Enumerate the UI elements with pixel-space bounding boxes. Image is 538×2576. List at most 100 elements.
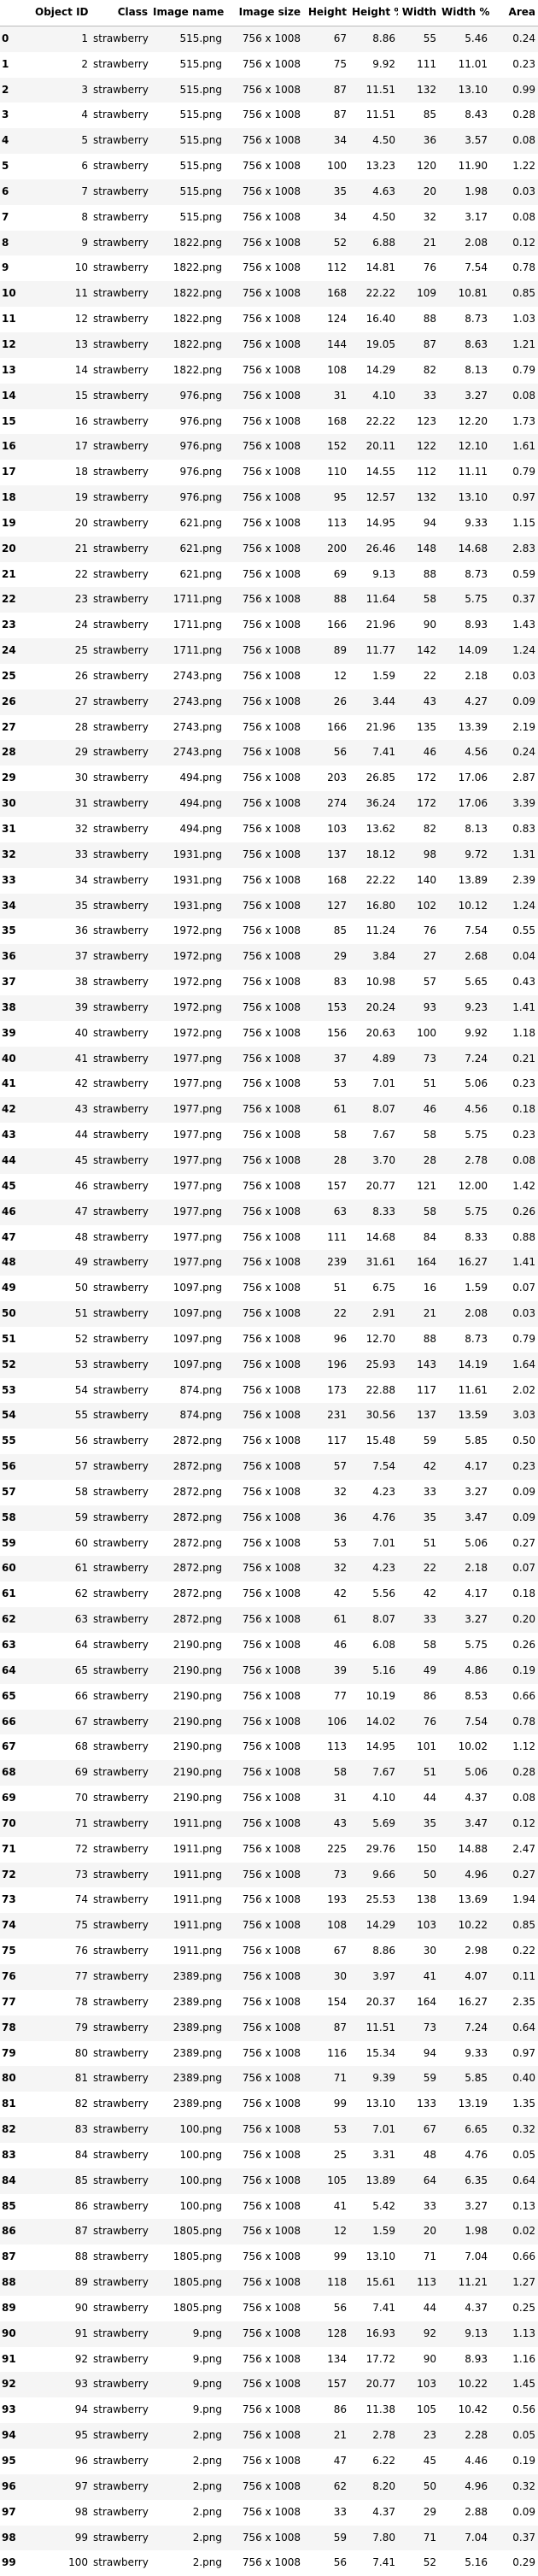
image-name-cell: 1977.png — [173, 1256, 222, 1269]
height-pct-cell: 2.78 — [372, 2429, 395, 2442]
width-cell: 67 — [423, 2123, 436, 2136]
width-pct-cell: 7.54 — [465, 1715, 488, 1728]
row-index: 94 — [2, 2429, 16, 2442]
class-cell: strawberry — [93, 2378, 149, 2391]
class-cell: strawberry — [93, 83, 149, 96]
area-cell: 0.50 — [512, 1435, 535, 1447]
class-cell: strawberry — [93, 1332, 149, 1345]
image-name-cell: 2872.png — [173, 1587, 222, 1600]
class-cell: strawberry — [93, 644, 149, 657]
image-size-cell: 756 x 1008 — [242, 899, 301, 912]
width-cell: 55 — [423, 32, 436, 44]
image-name-cell: 100.png — [179, 2148, 222, 2161]
class-cell: strawberry — [93, 440, 149, 453]
table-row: 87 88 strawberry 1805.png 756 x 1008 99 13.10 7… — [0, 2244, 538, 2270]
height-cell: 22 — [333, 1307, 347, 1320]
image-size-cell: 756 x 1008 — [242, 772, 301, 784]
width-cell: 120 — [417, 160, 436, 173]
width-pct-cell: 5.75 — [465, 1639, 488, 1651]
area-cell: 1.24 — [512, 644, 535, 657]
width-pct-cell: 2.68 — [465, 950, 488, 963]
row-index: 5 — [2, 160, 9, 173]
height-pct-cell: 7.67 — [372, 1129, 395, 1141]
width-pct-cell: 5.75 — [465, 1205, 488, 1218]
height-pct-cell: 25.93 — [365, 1358, 395, 1370]
object-id-cell: 15 — [74, 389, 88, 402]
row-index: 78 — [2, 2021, 16, 2033]
class-cell: strawberry — [93, 1868, 149, 1881]
row-index: 0 — [2, 32, 9, 44]
width-pct-cell: 3.47 — [465, 1511, 488, 1523]
table-row: 53 54 strawberry 874.png 756 x 1008 173 22.88 1… — [0, 1378, 538, 1404]
class-cell: strawberry — [93, 261, 149, 274]
area-cell: 0.43 — [512, 976, 535, 989]
object-id-cell: 19 — [74, 491, 88, 504]
width-pct-cell: 17.06 — [458, 772, 488, 784]
width-pct-cell: 5.75 — [465, 1129, 488, 1141]
row-index: 46 — [2, 1205, 16, 1218]
height-pct-cell: 20.77 — [365, 1179, 395, 1192]
height-cell: 87 — [333, 109, 347, 121]
image-name-cell: 2389.png — [173, 1995, 222, 2008]
area-cell: 1.42 — [512, 1179, 535, 1192]
class-cell: strawberry — [93, 1026, 149, 1039]
height-pct-cell: 6.08 — [372, 1639, 395, 1651]
image-size-cell: 756 x 1008 — [242, 848, 301, 860]
width-pct-cell: 8.93 — [465, 619, 488, 631]
table-row: 96 97 strawberry 2.png 756 x 1008 62 8.20 50 4.9… — [0, 2473, 538, 2500]
row-index: 2 — [2, 83, 9, 96]
image-size-cell: 756 x 1008 — [242, 823, 301, 835]
image-size-cell: 756 x 1008 — [242, 1893, 301, 1906]
height-pct-cell: 3.31 — [372, 2148, 395, 2161]
row-index: 7 — [2, 210, 9, 223]
class-cell: strawberry — [93, 2123, 149, 2136]
area-cell: 0.23 — [512, 1077, 535, 1090]
height-pct-cell: 7.54 — [372, 1460, 395, 1473]
class-cell: strawberry — [93, 746, 149, 759]
height-cell: 137 — [327, 848, 347, 860]
area-cell: 1.21 — [512, 337, 535, 350]
object-id-cell: 59 — [74, 1511, 88, 1523]
row-index: 88 — [2, 2276, 16, 2289]
image-name-cell: 2.png — [192, 2479, 222, 2492]
class-cell: strawberry — [93, 593, 149, 606]
row-index: 69 — [2, 1792, 16, 1804]
table-row: 62 63 strawberry 2872.png 756 x 1008 61 8.07 33… — [0, 1607, 538, 1633]
height-pct-cell: 4.89 — [372, 1052, 395, 1065]
width-pct-cell: 9.23 — [465, 1000, 488, 1013]
width-pct-cell: 14.09 — [458, 644, 488, 657]
height-pct-cell: 11.51 — [365, 109, 395, 121]
image-name-cell: 1711.png — [173, 619, 222, 631]
image-size-cell: 756 x 1008 — [242, 2301, 301, 2314]
object-id-cell: 93 — [74, 2378, 88, 2391]
width-cell: 143 — [417, 1358, 436, 1370]
class-cell: strawberry — [93, 2072, 149, 2085]
width-cell: 58 — [423, 1205, 436, 1218]
class-cell: strawberry — [93, 1792, 149, 1804]
width-cell: 132 — [417, 491, 436, 504]
table-row: 3 4 strawberry 515.png 756 x 1008 87 11.51 85 8.… — [0, 103, 538, 128]
height-cell: 31 — [333, 389, 347, 402]
image-size-cell: 756 x 1008 — [242, 2455, 301, 2467]
width-pct-cell: 13.10 — [458, 491, 488, 504]
object-id-cell: 17 — [74, 440, 88, 453]
image-name-cell: 2872.png — [173, 1536, 222, 1549]
image-name-cell: 1822.png — [173, 363, 222, 376]
object-id-cell: 77 — [74, 1969, 88, 1982]
class-cell: strawberry — [93, 2021, 149, 2033]
height-cell: 75 — [333, 57, 347, 70]
area-cell: 0.08 — [512, 134, 535, 147]
object-id-cell: 82 — [74, 2098, 88, 2110]
object-id-cell: 68 — [74, 1740, 88, 1753]
height-pct-cell: 14.29 — [365, 1919, 395, 1932]
class-cell: strawberry — [93, 567, 149, 580]
width-pct-cell: 8.73 — [465, 1332, 488, 1345]
object-id-cell: 9 — [81, 236, 88, 249]
row-index: 81 — [2, 2098, 16, 2110]
height-cell: 87 — [333, 2021, 347, 2033]
class-cell: strawberry — [93, 797, 149, 810]
image-name-cell: 515.png — [179, 32, 222, 44]
width-cell: 150 — [417, 1842, 436, 1855]
area-cell: 0.64 — [512, 2021, 535, 2033]
image-size-cell: 756 x 1008 — [242, 236, 301, 249]
